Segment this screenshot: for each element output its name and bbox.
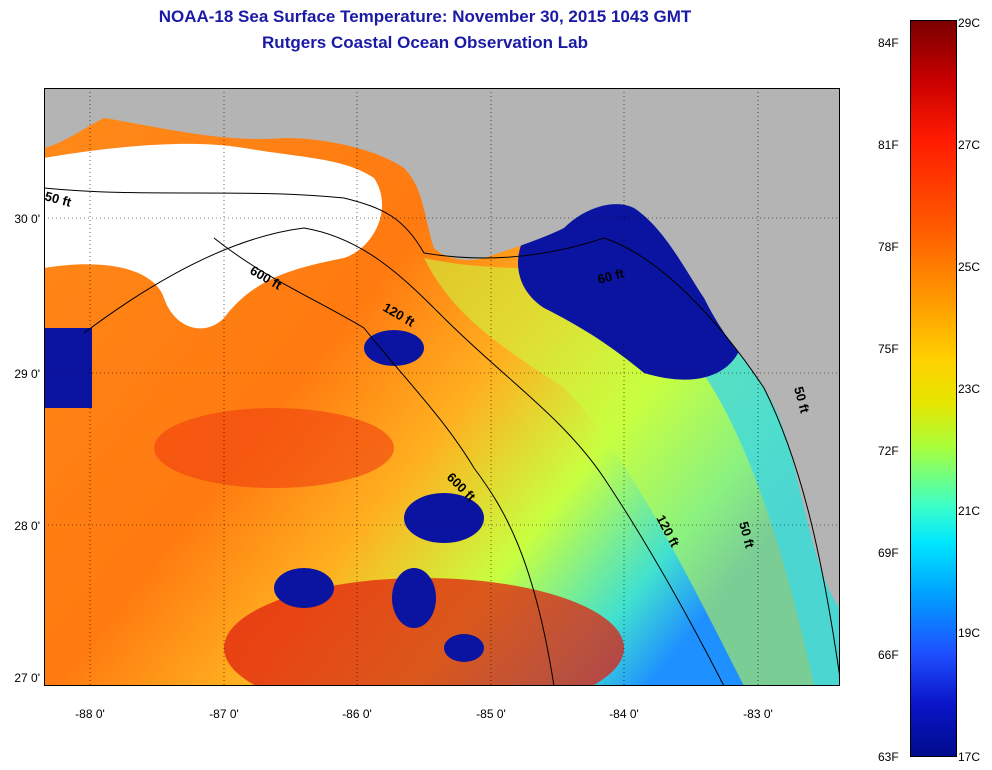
sst-map: 50 ft 600 ft 120 ft 60 ft 600 ft 120 ft … xyxy=(44,88,840,686)
colorbar-f-label: 69F xyxy=(878,546,899,560)
lat-label: 27 0' xyxy=(14,671,40,685)
contour-label: 50 ft xyxy=(44,188,74,210)
cold-water-big-bend xyxy=(518,200,744,380)
warm-patch xyxy=(154,408,394,488)
colorbar-c-label: 21C xyxy=(958,504,981,518)
cold-patch-west xyxy=(44,328,92,408)
contour-label: 60 ft xyxy=(596,265,626,287)
colorbar-c-label: 23C xyxy=(958,382,981,396)
colorbar-f-label: 78F xyxy=(878,240,899,254)
cold-patch-2 xyxy=(274,568,334,608)
colorbar-f-label: 81F xyxy=(878,138,899,152)
land-mass xyxy=(44,88,840,608)
lon-label: -87 0' xyxy=(209,707,239,721)
colorbar-c-label: 25C xyxy=(958,260,981,274)
chart-subtitle: Rutgers Coastal Ocean Observation Lab xyxy=(262,33,588,52)
colorbar-f-label: 84F xyxy=(878,36,899,50)
graticule xyxy=(44,88,840,686)
contour-600ft xyxy=(213,237,555,686)
colorbar-c-label: 19C xyxy=(958,626,981,640)
colorbar-c-label: 17C xyxy=(958,750,981,764)
lon-label: -84 0' xyxy=(609,707,639,721)
lat-label: 28 0' xyxy=(14,519,40,533)
lon-label: -88 0' xyxy=(75,707,105,721)
contour-label: 50 ft xyxy=(791,385,813,415)
colorbar-f-label: 66F xyxy=(878,648,899,662)
lon-label: -85 0' xyxy=(476,707,506,721)
colorbar-c-label: 29C xyxy=(958,16,981,30)
temperature-colorbar xyxy=(910,20,957,757)
contour-50ft xyxy=(44,187,840,679)
chart-title: NOAA-18 Sea Surface Temperature: Novembe… xyxy=(158,7,692,26)
warm-core xyxy=(224,578,624,686)
lon-label: -83 0' xyxy=(743,707,773,721)
lat-label: 30 0' xyxy=(14,212,40,226)
lat-label: 29 0' xyxy=(14,367,40,381)
colorbar-c-label: 27C xyxy=(958,138,981,152)
cloud-cover xyxy=(44,143,383,329)
lon-label: -86 0' xyxy=(342,707,372,721)
contour-120ft xyxy=(83,227,725,686)
cold-patch-4 xyxy=(364,330,424,366)
colorbar-f-label: 72F xyxy=(878,444,899,458)
cold-patch-5 xyxy=(444,634,484,662)
colorbar-f-label: 63F xyxy=(878,750,899,764)
contour-label: 50 ft xyxy=(736,520,758,550)
cold-patch-1 xyxy=(404,493,484,543)
cold-patch-3 xyxy=(392,568,436,628)
colorbar-f-label: 75F xyxy=(878,342,899,356)
